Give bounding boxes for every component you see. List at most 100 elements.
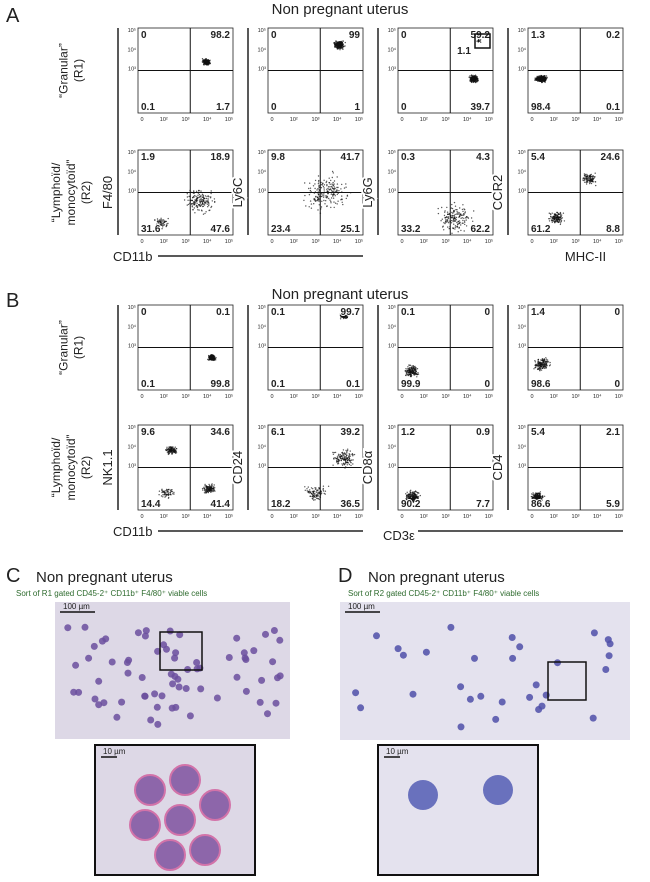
event-dot bbox=[542, 80, 543, 81]
event-dot bbox=[330, 201, 331, 202]
inset-cell bbox=[408, 780, 438, 810]
event-dot bbox=[203, 487, 204, 488]
event-dot bbox=[552, 213, 553, 214]
event-dot bbox=[440, 220, 441, 221]
cell bbox=[590, 715, 597, 722]
event-dot bbox=[193, 190, 194, 191]
event-dot bbox=[464, 224, 465, 225]
event-dot bbox=[314, 499, 315, 500]
event-dot bbox=[214, 357, 215, 358]
event-dot bbox=[336, 189, 337, 190]
event-dot bbox=[545, 357, 546, 358]
event-dot bbox=[454, 211, 455, 212]
event-dot bbox=[455, 206, 456, 207]
event-dot bbox=[214, 201, 215, 202]
event-dot bbox=[590, 180, 591, 181]
x-tick-label: 10² bbox=[290, 394, 298, 400]
event-dot bbox=[162, 223, 163, 224]
event-dot bbox=[206, 486, 207, 487]
quadrant-value: 18.2 bbox=[271, 499, 291, 510]
event-dot bbox=[536, 365, 537, 366]
y-tick-label: 10⁵ bbox=[518, 149, 526, 156]
event-dot bbox=[333, 198, 334, 199]
event-dot bbox=[344, 453, 345, 454]
event-dot bbox=[542, 358, 543, 359]
quadrant-value: 0 bbox=[141, 30, 147, 41]
event-dot bbox=[554, 219, 555, 220]
cell bbox=[141, 693, 148, 700]
event-dot bbox=[343, 455, 344, 456]
event-dot bbox=[458, 223, 459, 224]
event-dot bbox=[538, 78, 539, 79]
event-dot bbox=[452, 208, 453, 209]
y-tick-label: 10⁴ bbox=[518, 168, 527, 175]
event-dot bbox=[442, 219, 443, 220]
y-tick-label: 10⁴ bbox=[518, 443, 527, 450]
event-dot bbox=[562, 217, 563, 218]
event-dot bbox=[406, 370, 407, 371]
inset-cell bbox=[130, 810, 160, 840]
event-dot bbox=[540, 491, 541, 492]
event-dot bbox=[207, 62, 208, 63]
event-dot bbox=[333, 191, 334, 192]
event-dot bbox=[408, 495, 409, 496]
event-dot bbox=[319, 189, 320, 190]
event-dot bbox=[314, 188, 315, 189]
quadrant-value: 36.5 bbox=[341, 499, 361, 510]
quadrant-value: 0 bbox=[614, 307, 620, 318]
event-dot bbox=[167, 451, 168, 452]
event-dot bbox=[325, 491, 326, 492]
event-dot bbox=[207, 206, 208, 207]
y-tick-label: 10⁴ bbox=[388, 168, 397, 175]
event-dot bbox=[533, 368, 534, 369]
event-dot bbox=[211, 488, 212, 489]
event-dot bbox=[594, 176, 595, 177]
event-dot bbox=[555, 221, 556, 222]
cell bbox=[477, 693, 484, 700]
event-dot bbox=[455, 227, 456, 228]
event-dot bbox=[207, 201, 208, 202]
cell bbox=[174, 676, 181, 683]
cell bbox=[139, 674, 146, 681]
event-dot bbox=[334, 457, 335, 458]
x-tick-label: 10² bbox=[160, 514, 168, 520]
event-dot bbox=[173, 492, 174, 493]
cell bbox=[197, 685, 204, 692]
event-dot bbox=[187, 196, 188, 197]
event-dot bbox=[331, 197, 332, 198]
quadrant-value: 2.1 bbox=[606, 427, 620, 438]
quadrant-value: 0 bbox=[271, 102, 277, 113]
inset-micrograph bbox=[378, 745, 538, 875]
event-dot bbox=[313, 199, 314, 200]
event-dot bbox=[563, 213, 564, 214]
event-dot bbox=[172, 491, 173, 492]
event-dot bbox=[417, 496, 418, 497]
event-dot bbox=[346, 455, 347, 456]
event-dot bbox=[535, 361, 536, 362]
quadrant-value: 9.8 bbox=[271, 152, 285, 163]
y-tick-label: 10⁵ bbox=[128, 424, 136, 431]
event-dot bbox=[451, 233, 452, 234]
event-dot bbox=[340, 48, 341, 49]
event-dot bbox=[207, 204, 208, 205]
y-tick-label: 10³ bbox=[388, 344, 396, 350]
row-label: monocytoïd” bbox=[64, 159, 78, 225]
x-tick-label: 0 bbox=[400, 117, 403, 123]
cell bbox=[605, 636, 612, 643]
event-dot bbox=[473, 210, 474, 211]
x-tick-label: 10⁴ bbox=[463, 238, 472, 245]
y-tick-label: 10³ bbox=[128, 344, 136, 350]
x-tick-label: 10³ bbox=[312, 514, 320, 520]
event-dot bbox=[333, 201, 334, 202]
event-dot bbox=[341, 41, 342, 42]
cell bbox=[526, 694, 533, 701]
event-dot bbox=[542, 78, 543, 79]
event-dot bbox=[544, 496, 545, 497]
cell bbox=[91, 643, 98, 650]
event-dot bbox=[305, 490, 306, 491]
event-dot bbox=[209, 60, 210, 61]
x-tick-label: 10⁴ bbox=[203, 116, 212, 123]
cell bbox=[64, 624, 71, 631]
event-dot bbox=[542, 366, 543, 367]
